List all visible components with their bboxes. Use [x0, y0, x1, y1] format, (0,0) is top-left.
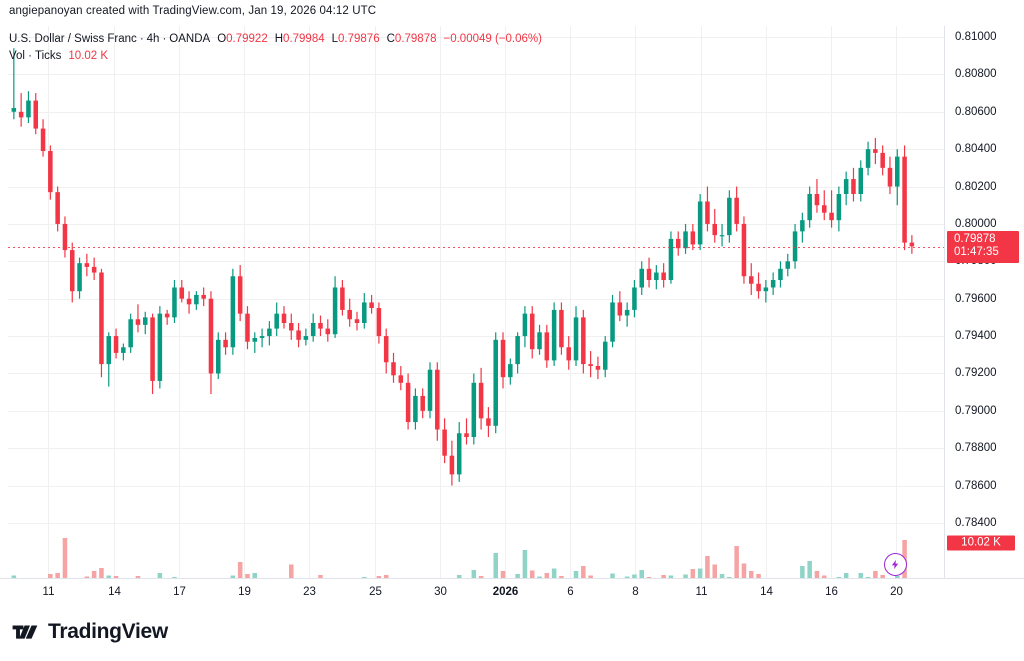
- legend-change: −0.00049 (−0.06%): [443, 33, 542, 45]
- legend-low: L0.79876: [332, 32, 380, 47]
- legend-close-value: 0.79878: [394, 33, 437, 45]
- time-tick: 14: [760, 586, 773, 598]
- time-axis[interactable]: 11 14 17 19 23 25 30 2026 6 8 11 14 16 20: [0, 578, 1024, 607]
- price-tick: 0.80200: [955, 180, 997, 193]
- price-tick: 0.78600: [955, 479, 997, 492]
- tradingview-wordmark: TradingView: [48, 620, 168, 643]
- legend-separator-1: ·: [139, 33, 144, 45]
- legend-exchange: OANDA: [169, 33, 211, 45]
- price-tick: 0.79600: [955, 292, 997, 305]
- legend-close-key: C: [386, 33, 395, 45]
- price-tick: 0.79200: [955, 367, 997, 380]
- price-tick: 0.79400: [955, 330, 997, 343]
- time-tick: 11: [695, 586, 708, 598]
- legend-high-key: H: [274, 33, 284, 45]
- legend-low-key: L: [331, 33, 339, 45]
- legend-symbol-row: U.S. Dollar / Swiss Franc · 4h · OANDA O…: [9, 32, 542, 47]
- legend-separator-2: ·: [162, 33, 167, 45]
- candlestick-svg: [8, 26, 944, 578]
- time-tick: 25: [369, 586, 382, 598]
- legend-high: H0.79984: [275, 32, 325, 47]
- legend-volume-label[interactable]: Vol · Ticks: [9, 50, 62, 62]
- last-price-badge[interactable]: 0.79878 01:47:35: [947, 230, 1019, 263]
- time-tick: 2026: [492, 586, 519, 598]
- time-tick: 30: [434, 586, 447, 598]
- chart-plot-area[interactable]: [8, 26, 944, 578]
- legend-open: O0.79922: [217, 32, 268, 47]
- time-tick: 19: [238, 586, 251, 598]
- time-tick: 16: [825, 586, 838, 598]
- chart-legend: U.S. Dollar / Swiss Franc · 4h · OANDA O…: [9, 32, 542, 64]
- time-tick: 23: [303, 586, 316, 598]
- time-tick: 17: [173, 586, 186, 598]
- price-tick: 0.79000: [955, 404, 997, 417]
- lightning-bolt-icon[interactable]: [884, 553, 907, 576]
- attribution-text: angiepanoyan created with TradingView.co…: [9, 5, 377, 17]
- time-tick: 8: [632, 586, 639, 598]
- price-tick: 0.80400: [955, 143, 997, 156]
- time-tick: 6: [567, 586, 574, 598]
- legend-open-value: 0.79922: [226, 33, 268, 45]
- time-tick: 11: [42, 586, 55, 598]
- price-tick: 0.80600: [955, 105, 997, 118]
- legend-low-value: 0.79876: [338, 33, 380, 45]
- legend-volume-value: 10.02 K: [68, 50, 109, 62]
- price-tick: 0.80000: [955, 217, 997, 230]
- legend-volume-row: Vol · Ticks 10.02 K: [9, 49, 542, 64]
- legend-interval[interactable]: 4h: [146, 33, 160, 45]
- bar-countdown: 01:47:35: [954, 246, 999, 259]
- last-price-value: 0.79878: [954, 232, 996, 245]
- time-tick: 20: [890, 586, 903, 598]
- legend-high-value: 0.79984: [283, 33, 325, 45]
- tradingview-logo: TradingView: [12, 620, 168, 644]
- price-tick: 0.80800: [955, 68, 997, 81]
- legend-open-key: O: [217, 33, 227, 45]
- legend-symbol[interactable]: U.S. Dollar / Swiss Franc: [9, 33, 137, 45]
- price-axis[interactable]: 0.81000 0.80800 0.80600 0.80400 0.80200 0.800…: [944, 26, 1024, 578]
- price-tick: 0.78400: [955, 517, 997, 529]
- time-tick: 14: [108, 586, 121, 598]
- price-tick: 0.81000: [955, 31, 997, 43]
- footer: TradingView: [0, 608, 1024, 661]
- volume-badge[interactable]: 10.02 K: [947, 535, 1015, 551]
- legend-close: C0.79878: [387, 32, 437, 47]
- tradingview-logo-icon: [12, 625, 38, 639]
- price-tick: 0.78800: [955, 442, 997, 455]
